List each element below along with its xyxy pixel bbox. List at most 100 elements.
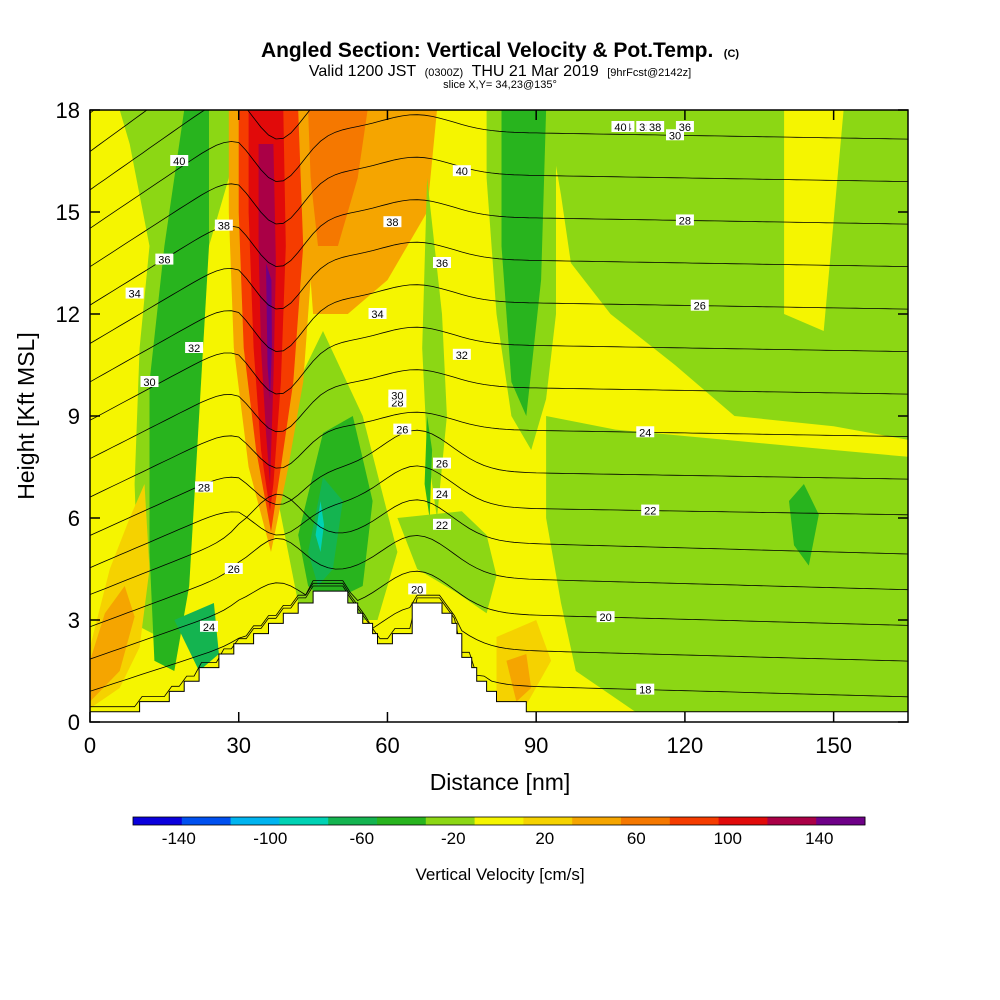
label-bg [611,121,630,132]
colorbar-swatch [669,817,720,825]
label-bg [432,457,451,469]
theta-contour-line [90,585,908,708]
velocity-region [789,484,819,566]
label-text: 38 [649,122,661,134]
label-text: 36 [436,258,448,270]
label-bg [636,683,655,695]
theta-contour-line [90,156,908,268]
theta-contour-line [90,326,908,421]
theta-contour-label: 36 [675,121,694,134]
theta-contour-label: 20 [408,583,427,596]
y-tick-label: 12 [56,302,80,327]
label-bg [185,342,204,353]
colorbar-tick-label: -20 [441,829,466,848]
terrain [90,590,908,722]
velocity-region [784,110,844,331]
subtitle-forecast: [9hrFcst@2142z] [607,67,691,79]
theta-contour-label: 38 [214,219,233,233]
theta-contour-line [90,369,908,460]
velocity-region [424,416,433,518]
subtitle-utc: (0300Z) [425,67,464,79]
label-bg [432,257,451,268]
theta-contour-label: 28 [675,214,694,227]
theta-contour-label: 18 [636,683,655,697]
theta-contour-line [90,582,908,692]
label-bg [214,219,233,231]
colorbar-tick-label: 60 [627,829,646,848]
velocity-region [149,110,209,671]
theta-contour-label: 36 [432,257,451,270]
theta-contour-line [90,0,908,36]
colorbar-label: Vertical Velocity [cm/s] [415,865,584,884]
label-bg [388,396,407,408]
theta-contour-label: 30 [388,389,407,403]
velocity-region [303,110,368,246]
label-bg [383,216,402,228]
colorbar-swatch [767,817,817,825]
label-text: 24 [436,489,448,501]
colorbar-swatch [523,817,573,825]
x-tick-label: 30 [226,733,250,758]
label-text: 18 [639,685,651,697]
label-text: 20 [411,584,423,596]
plot-area: 18 20 22 24 26 28 30 32 34 36 38 40 24 26 28 30 32 34 36 38… [90,0,908,722]
label-bg [636,426,655,438]
colorbar-swatch [279,817,329,825]
colorbar-tick-label: -140 [162,829,196,848]
x-tick-label: 150 [815,733,852,758]
label-bg [170,155,189,166]
x-tick-label: 120 [667,733,704,758]
label-bg [140,376,159,387]
theta-contour-label: 32 [185,342,204,355]
y-tick-label: 3 [68,608,80,633]
label-text: 24 [203,622,215,634]
theta-contour-label: 28 [195,481,214,494]
colorbar-swatch [425,817,476,825]
label-bg [388,389,407,401]
label-bg [690,299,709,311]
x-tick-label: 0 [84,733,96,758]
theta-contour-label: 32 [452,348,471,362]
label-bg [675,121,694,132]
theta-contour-label: 40 [452,165,471,178]
theta-contour-label: 34 [125,287,144,301]
label-text: 26 [228,564,240,576]
label-bg [452,348,471,360]
theta-contour-label: 30 [140,376,159,389]
velocity-region [266,263,272,399]
label-bg [155,253,174,265]
label-text: 36 [679,122,691,134]
theta-contour-label: 24 [432,488,451,501]
label-bg [195,481,214,493]
label-text: 30 [143,377,155,389]
subtitle-date: THU 21 Mar 2019 [472,63,599,80]
colorbar-tick-label: 20 [535,829,554,848]
label-bg [596,611,615,623]
velocity-region [174,603,219,671]
colorbar-swatch [230,817,280,825]
chart-title: Angled Section: Vertical Velocity & Pot.… [261,39,713,62]
colorbar-frame [132,816,866,826]
theta-contour-labels: 18 20 22 24 26 28 30 32 34 36 38 40 24 26 28 30 32 34 36 38… [125,121,709,697]
label-text: 40 [173,156,185,168]
label-text: 40 [614,122,626,134]
label-bg [665,129,684,141]
colorbar-tick-label: -100 [253,829,287,848]
theta-contour-label: 26 [224,563,243,576]
colorbar-swatch [718,817,768,825]
colorbar-tick-label: 140 [805,829,833,848]
label-bg [675,214,694,226]
subtitle-valid: Valid 1200 JST [309,63,417,80]
label-text: 20 [599,612,611,624]
y-tick-label: 18 [56,98,80,123]
theta-contour-label: 38 [646,121,665,134]
x-tick-label: 60 [375,733,399,758]
label-text: 34 [371,309,383,321]
velocity-region [501,110,547,416]
theta-contour-line [90,284,908,383]
theta-contour-label: 40 [170,155,189,168]
label-bg [432,518,451,530]
label-bg [641,504,660,516]
